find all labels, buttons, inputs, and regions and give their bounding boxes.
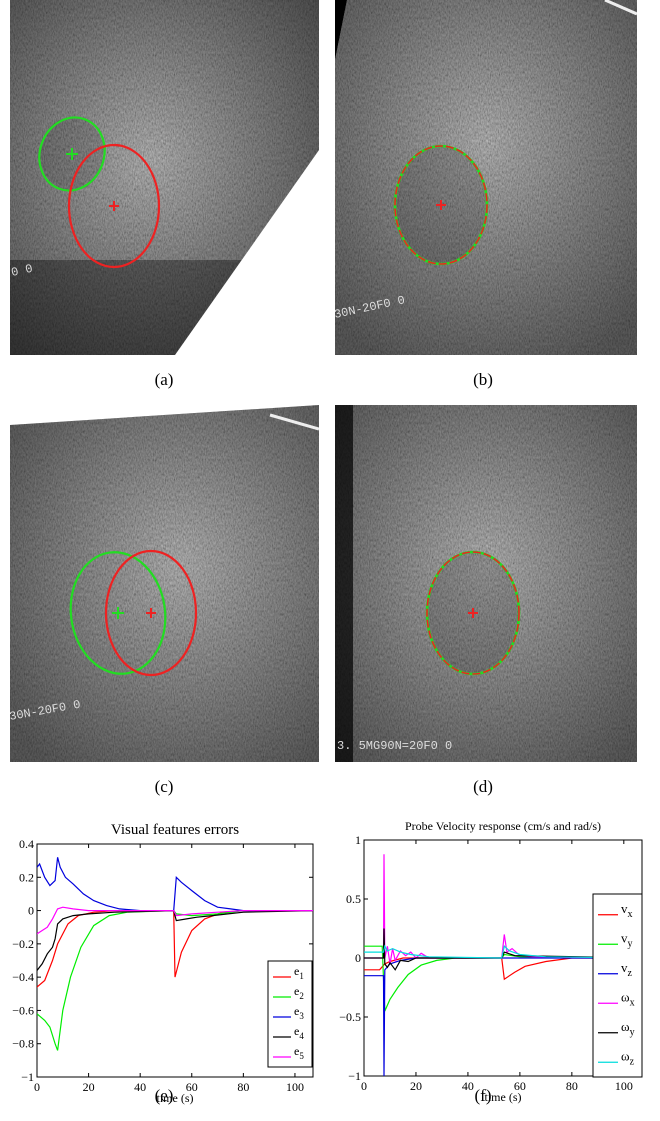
y-tick-label: −0.8 [12,1037,34,1051]
y-tick-label: −0.5 [339,1010,361,1024]
y-tick-label: −0.6 [12,1003,34,1017]
y-tick-label: −1 [21,1070,34,1084]
y-tick-label: 0 [355,951,361,965]
chart-visual-features-errors: Visual features errors 0 20 40 60 80 100 0.4 0.2… [0,808,325,1098]
x-tick-label: 20 [410,1079,422,1093]
x-tick-label: 0 [361,1079,367,1093]
y-tick-label: 1 [355,833,361,847]
y-tick-label: −0.4 [12,970,34,984]
subfigure-label-b: (b) [453,370,513,390]
y-tick-label: −0.2 [12,937,34,951]
y-tick-label: 0.2 [19,870,34,884]
subfigure-label-c: (c) [134,777,194,797]
probe-overlay-text: 3. 5MG90N=20F0 0 [337,739,452,753]
y-tick-label: 0 [28,904,34,918]
chart-title: Probe Velocity response (cm/s and rad/s) [405,819,601,833]
x-tick-label: 80 [237,1080,249,1094]
chart-probe-velocity: Probe Velocity response (cm/s and rad/s)… [330,808,655,1098]
x-tick-label: 100 [615,1079,633,1093]
x-tick-label: 0 [34,1080,40,1094]
ultrasound-image-b: 30N-20F0 0 [335,0,637,355]
subfigure-label-a: (a) [134,370,194,390]
y-tick-label: 0.4 [19,837,34,851]
ultrasound-image-c: 30N-20F0 0 [10,405,319,762]
ultrasound-image-a: 0 0 [10,0,319,355]
chart-title: Visual features errors [111,822,239,838]
y-tick-label: −1 [348,1069,361,1083]
x-tick-label: 100 [286,1080,304,1094]
ultrasound-image-d: 3. 5MG90N=20F0 0 [335,405,637,762]
subfigure-label-d: (d) [453,777,513,797]
subfigure-label-f: (f) [453,1086,513,1106]
x-tick-label: 80 [566,1079,578,1093]
subfigure-label-e: (e) [134,1086,194,1106]
x-tick-label: 20 [83,1080,95,1094]
y-tick-label: 0.5 [346,892,361,906]
legend-box [593,894,642,1077]
